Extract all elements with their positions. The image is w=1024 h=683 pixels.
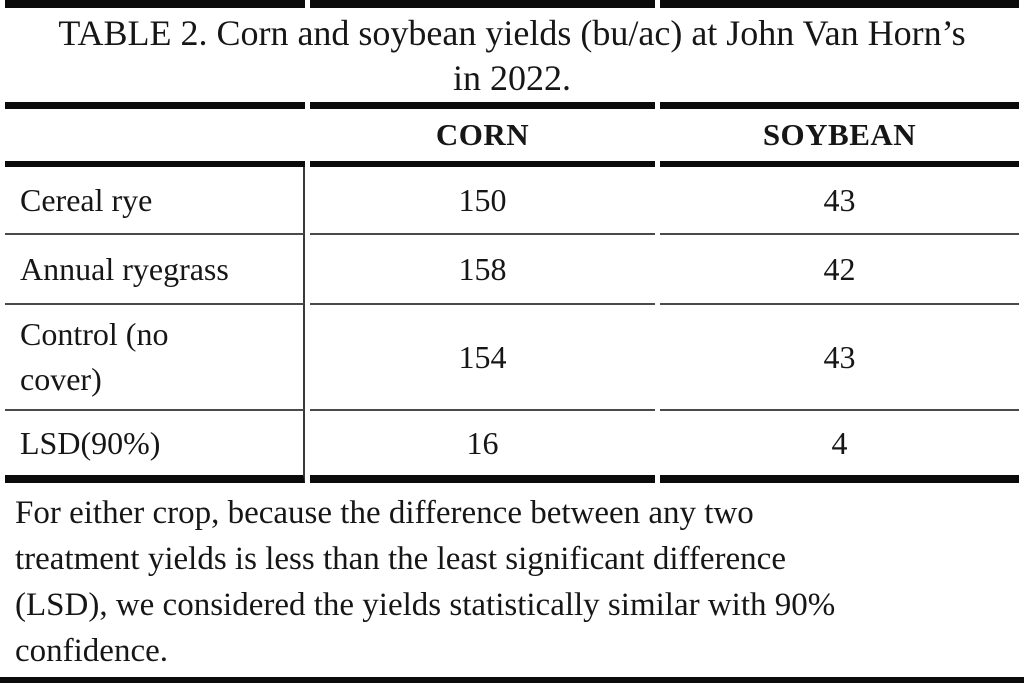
title-row: TABLE 2. Corn and soybean yields (bu/ac)… (5, 8, 1019, 102)
table-row-control-no-cover: Control (no cover) 154 43 (5, 303, 1019, 409)
corn-value: 158 (310, 233, 655, 303)
table-title-line-2: in 2022. (452, 58, 571, 98)
top-rule-segment (310, 0, 655, 8)
header-row: CORN SOYBEAN (5, 102, 1019, 167)
footnote-line-3: (LSD), we considered the yields statisti… (15, 587, 836, 623)
header-empty-cell (5, 102, 305, 167)
footnote-line-4: confidence. (15, 633, 168, 669)
table-footnote: For either crop, because the difference … (0, 483, 1024, 677)
table-row-annual-ryegrass: Annual ryegrass 158 42 (5, 233, 1019, 303)
table-title-line-1: TABLE 2. Corn and soybean yields (bu/ac)… (58, 13, 966, 53)
soybean-value: 4 (660, 409, 1019, 483)
top-rule-segment (660, 0, 1019, 8)
corn-value: 150 (458, 181, 507, 218)
soybean-value: 43 (823, 181, 856, 218)
soybean-value: 43 (660, 303, 1019, 409)
row-label: LSD(90%) (5, 409, 305, 483)
row-label: Control (no cover) (5, 303, 305, 409)
footnote-line-2: treatment yields is less than the least … (15, 541, 786, 577)
row-label: Cereal rye (5, 167, 305, 233)
soybean-value: 42 (660, 233, 1019, 303)
table-row-lsd-90: LSD(90%) 16 4 (5, 409, 1019, 483)
table-title: TABLE 2. Corn and soybean yields (bu/ac)… (5, 8, 1019, 102)
corn-value: 154 (310, 303, 655, 409)
corn-value: 16 (310, 409, 655, 483)
column-header-soybean: SOYBEAN (660, 102, 1019, 167)
yield-table: TABLE 2. Corn and soybean yields (bu/ac)… (5, 0, 1019, 483)
top-rule-segment (5, 0, 305, 8)
column-header-corn: CORN (310, 102, 655, 167)
footnote-line-1: For either crop, because the difference … (15, 495, 754, 531)
table-row-cereal-rye: Cereal rye 150 43 (5, 167, 1019, 233)
top-rule (5, 0, 1019, 8)
row-label: Annual ryegrass (5, 233, 305, 303)
